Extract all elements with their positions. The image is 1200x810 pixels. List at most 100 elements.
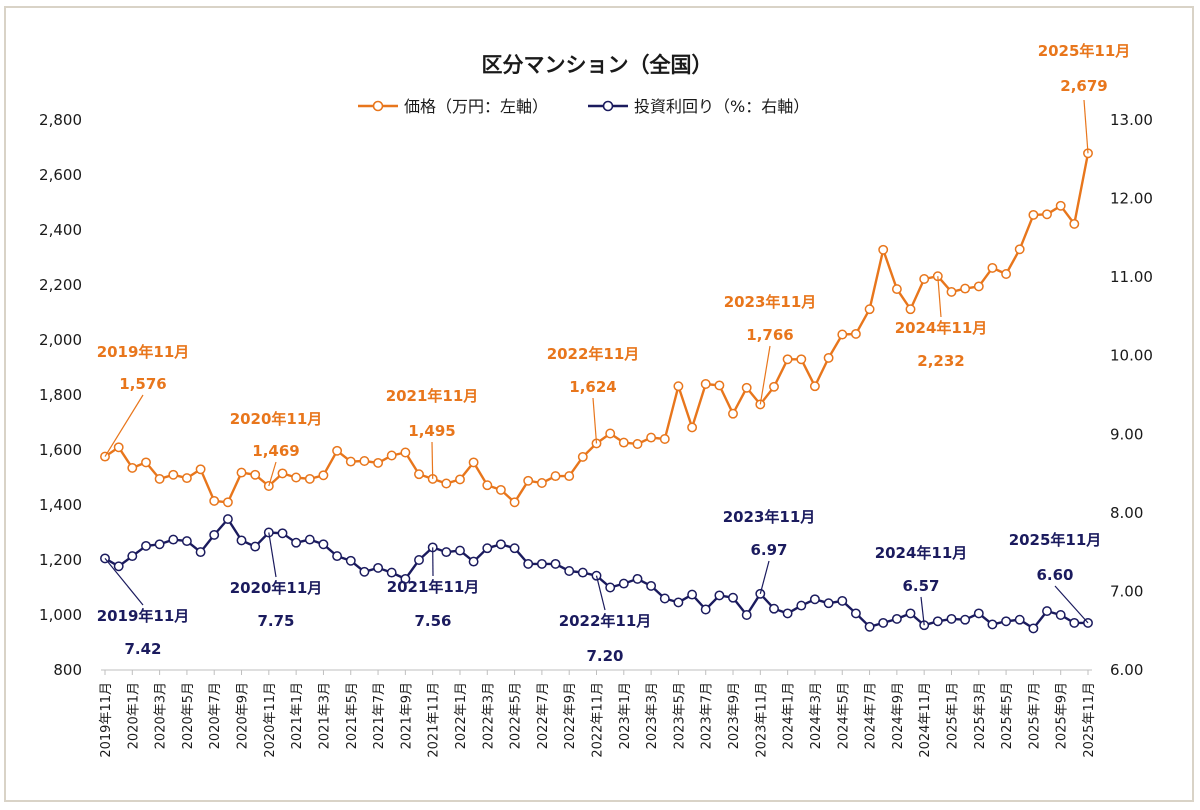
x-axis-tick-label: 2025年3月 [973,682,988,749]
x-axis-tick-label: 2025年7月 [1027,682,1042,749]
right-axis-tick-label: 6.00 [1110,661,1143,679]
data-point [769,603,779,614]
x-axis-tick-label: 2021年7月 [372,682,387,749]
x-axis-tick-label: 2021年11月 [427,682,442,758]
data-point [113,442,124,453]
data-point [455,474,465,485]
data-point [277,468,288,479]
data-point [823,352,834,363]
left-axis-tick-label: 1,200 [39,551,82,569]
data-point [400,447,411,458]
data-point [332,445,343,456]
left-axis-tick-label: 1,400 [39,496,82,514]
data-point [1028,209,1039,220]
x-axis-tick-label: 2020年1月 [126,682,141,749]
data-point [523,475,534,486]
data-point [741,382,752,393]
annotation-date-label: 2019年11月 [97,607,190,625]
data-point [905,304,916,315]
data-point [728,592,738,603]
annotation-leader [595,575,606,611]
data-point [673,597,684,608]
data-point [304,534,315,545]
data-point [509,543,520,554]
data-point [769,381,779,392]
x-axis-tick-label: 2020年5月 [181,682,196,749]
x-axis-tick-label: 2024年7月 [864,682,879,749]
data-point [455,545,465,556]
data-point [987,262,998,273]
data-point [154,539,165,550]
data-point [605,582,616,593]
annotation-date-label: 2021年11月 [387,578,480,596]
annotation-value-label: 1,766 [746,326,793,344]
left-axis-tick-label: 800 [53,661,82,679]
annotation-value-label: 6.97 [750,541,787,559]
left-axis-tick-label: 2,800 [39,111,82,129]
data-point [482,543,493,554]
data-point [318,539,329,550]
data-point [632,439,643,449]
annotation-leader [431,441,434,479]
x-axis-tick-label: 2019年11月 [99,682,114,758]
annotation-leader [104,394,144,457]
annotation-date-label: 2021年11月 [386,387,479,405]
annotation-leader [759,345,771,405]
x-axis-tick-label: 2022年5月 [509,682,524,749]
data-point [646,432,657,443]
data-point [960,283,971,294]
data-point [932,616,943,627]
data-point [714,380,725,391]
annotation-value-label: 6.57 [902,577,939,595]
x-axis-tick-label: 2020年7月 [208,682,223,749]
data-point [1014,614,1025,625]
data-point [168,534,179,545]
x-axis-tick-label: 2020年9月 [236,682,251,749]
data-point [564,566,575,576]
data-point [823,598,834,609]
data-point [181,473,192,484]
data-point [987,619,998,630]
data-point [782,354,793,365]
data-point [809,594,820,605]
x-axis-tick-label: 2021年9月 [399,682,414,749]
data-point [154,473,165,484]
annotation-leader [759,560,770,594]
data-point [782,608,793,619]
x-axis-tick-label: 2022年9月 [563,682,578,749]
data-point [468,457,479,468]
data-point [728,408,738,419]
data-point [195,547,206,558]
data-point [304,473,315,484]
data-point [386,450,397,461]
annotation-date-label: 2020年11月 [230,410,323,428]
data-point [673,381,684,392]
x-axis-tick-label: 2024年3月 [809,682,824,749]
data-point [222,497,233,508]
annotation-leader [937,276,942,318]
legend-yield-marker [602,100,614,112]
data-point [168,469,179,480]
data-point [919,274,930,284]
data-point [646,580,657,591]
data-point [960,614,971,625]
annotation-leader [1083,99,1089,154]
annotation-value-label: 1,624 [569,378,616,396]
left-axis-tick-label: 2,600 [39,166,82,184]
annotation-layer: 2019年11月 1,576 2020年11月 1,469 2021年11月 1,495 2… [97,42,1131,665]
data-point [809,381,820,392]
data-point [864,621,875,632]
data-point [236,535,247,546]
x-axis-tick-label: 2023年7月 [700,682,715,749]
annotation-value-label: 6.60 [1036,566,1073,584]
left-axis-tick-label: 2,000 [39,331,82,349]
x-axis-tick-label: 2021年1月 [290,682,305,749]
annotation-date-label: 2025年11月 [1038,42,1131,60]
annotation-value-label: 7.42 [124,640,161,658]
annotation-value-label: 2,232 [917,352,964,370]
data-point [414,469,424,480]
annotation-leader [1054,585,1089,624]
x-axis: 2019年11月 2020年1月 2020年3月 2020年5月 2020年7月 2020… [99,669,1097,758]
chart-title: 区分マンション（全国） [482,53,713,77]
x-axis-tick-label: 2023年5月 [672,682,687,749]
